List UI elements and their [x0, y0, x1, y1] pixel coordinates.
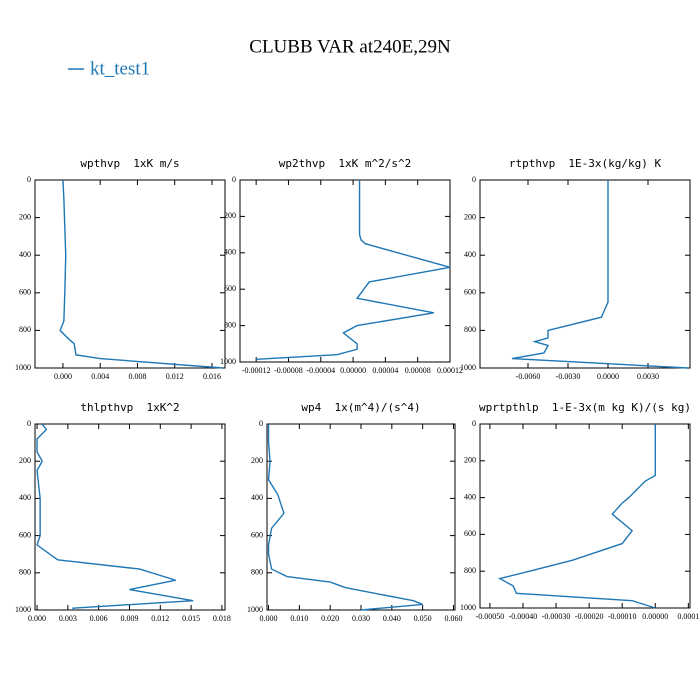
panel-title: wp4 1x(m^4)/(s^4): [301, 401, 420, 414]
x-tick-label: -0.00050: [476, 612, 505, 621]
y-tick-label: 400: [19, 493, 31, 502]
y-tick-label: 0: [27, 419, 31, 428]
y-tick-label: 1000: [15, 363, 31, 372]
y-tick-label: 600: [251, 530, 263, 539]
y-tick-label: 600: [464, 529, 476, 538]
y-tick-label: 0: [259, 419, 263, 428]
y-tick-label: 1000: [15, 605, 31, 614]
plot-frame: [34, 179, 226, 369]
y-tick-label: 600: [224, 284, 236, 293]
y-tick-label: 200: [19, 212, 31, 221]
y-tick-label: 600: [464, 288, 476, 297]
x-tick-label: 0.010: [290, 614, 308, 623]
x-tick-label: -0.0060: [516, 372, 541, 381]
x-tick-label: -0.00030: [542, 612, 571, 621]
y-tick-label: 200: [464, 456, 476, 465]
y-tick-label: 1000: [460, 363, 476, 372]
x-tick-label: 0.060: [444, 614, 462, 623]
y-tick-label: 400: [464, 250, 476, 259]
plot-frame: [34, 423, 226, 611]
y-tick-label: 1000: [247, 605, 263, 614]
y-tick-label: 400: [464, 492, 476, 501]
x-tick-label: 0.00012: [437, 366, 463, 375]
x-tick-label: 0.0030: [637, 372, 659, 381]
y-tick-label: 800: [464, 325, 476, 334]
y-tick-label: 400: [224, 248, 236, 257]
x-tick-label: 0.016: [203, 372, 221, 381]
figure-title: CLUBB VAR at240E,29N: [249, 36, 451, 57]
plot-frame: [479, 179, 691, 369]
panel-title: wprtpthlp 1-E-3x(m kg K)/(s kg): [479, 401, 691, 414]
y-tick-label: 800: [19, 325, 31, 334]
x-tick-label: 0.050: [414, 614, 432, 623]
profile-line: [36, 423, 194, 610]
x-tick-label: 0.003: [59, 614, 77, 623]
y-tick-label: 1000: [460, 603, 476, 612]
y-tick-label: 200: [251, 456, 263, 465]
x-tick-label: 0.040: [383, 614, 401, 623]
profile-line: [267, 424, 423, 611]
profile-line: [511, 180, 689, 369]
y-tick-label: 800: [251, 568, 263, 577]
x-tick-label: -0.00012: [242, 366, 271, 375]
x-tick-label: 0.000: [28, 614, 46, 623]
x-tick-label: 0.015: [182, 614, 200, 623]
y-tick-label: 800: [224, 320, 236, 329]
y-tick-label: 600: [19, 288, 31, 297]
x-tick-label: -0.00008: [274, 366, 303, 375]
panel-title: thlpthvp 1xK^2: [80, 401, 179, 414]
x-tick-label: -0.00010: [608, 612, 637, 621]
x-tick-label: 0.006: [90, 614, 108, 623]
panel-title: wp2thvp 1xK m^2/s^2: [279, 157, 411, 170]
x-tick-label: 0.018: [213, 614, 231, 623]
panel-title: wpthvp 1xK m/s: [80, 157, 179, 170]
x-tick-label: -0.0030: [556, 372, 581, 381]
y-tick-label: 200: [224, 211, 236, 220]
y-tick-label: 600: [19, 530, 31, 539]
y-tick-label: 200: [19, 456, 31, 465]
x-tick-label: 0.0000: [597, 372, 619, 381]
x-tick-label: 0.012: [166, 372, 184, 381]
y-tick-label: 0: [232, 175, 236, 184]
profile-line: [497, 424, 656, 609]
x-tick-label: 0.00000: [340, 366, 366, 375]
y-tick-label: 0: [27, 175, 31, 184]
plot-frame: [479, 423, 691, 609]
y-tick-label: 200: [464, 212, 476, 221]
y-tick-label: 1000: [220, 357, 236, 366]
x-tick-label: 0.000: [54, 372, 72, 381]
legend-label: kt_test1: [90, 58, 150, 79]
x-tick-label: 0.009: [120, 614, 138, 623]
profile-line: [256, 180, 451, 360]
x-tick-label: -0.00020: [575, 612, 604, 621]
x-tick-label: 0.008: [128, 372, 146, 381]
y-tick-label: 0: [472, 175, 476, 184]
x-tick-label: 0.004: [91, 372, 109, 381]
x-tick-label: 0.00008: [405, 366, 431, 375]
x-tick-label: -0.00004: [306, 366, 335, 375]
x-tick-label: 0.020: [321, 614, 339, 623]
y-tick-label: 400: [251, 493, 263, 502]
y-tick-label: 0: [472, 419, 476, 428]
x-tick-label: -0.00040: [509, 612, 538, 621]
y-tick-label: 800: [464, 566, 476, 575]
panel-title: rtpthvp 1E-3x(kg/kg) K: [509, 157, 662, 170]
profile-line: [59, 179, 224, 369]
y-tick-label: 400: [19, 250, 31, 259]
x-tick-label: 0.00004: [372, 366, 398, 375]
x-tick-label: 0.030: [352, 614, 370, 623]
x-tick-label: 0.012: [151, 614, 169, 623]
x-tick-label: 0.0001: [677, 612, 699, 621]
x-tick-label: 0.000: [260, 614, 278, 623]
plot-frame: [239, 179, 451, 363]
y-tick-label: 800: [19, 568, 31, 577]
x-tick-label: 0.00000: [642, 612, 668, 621]
